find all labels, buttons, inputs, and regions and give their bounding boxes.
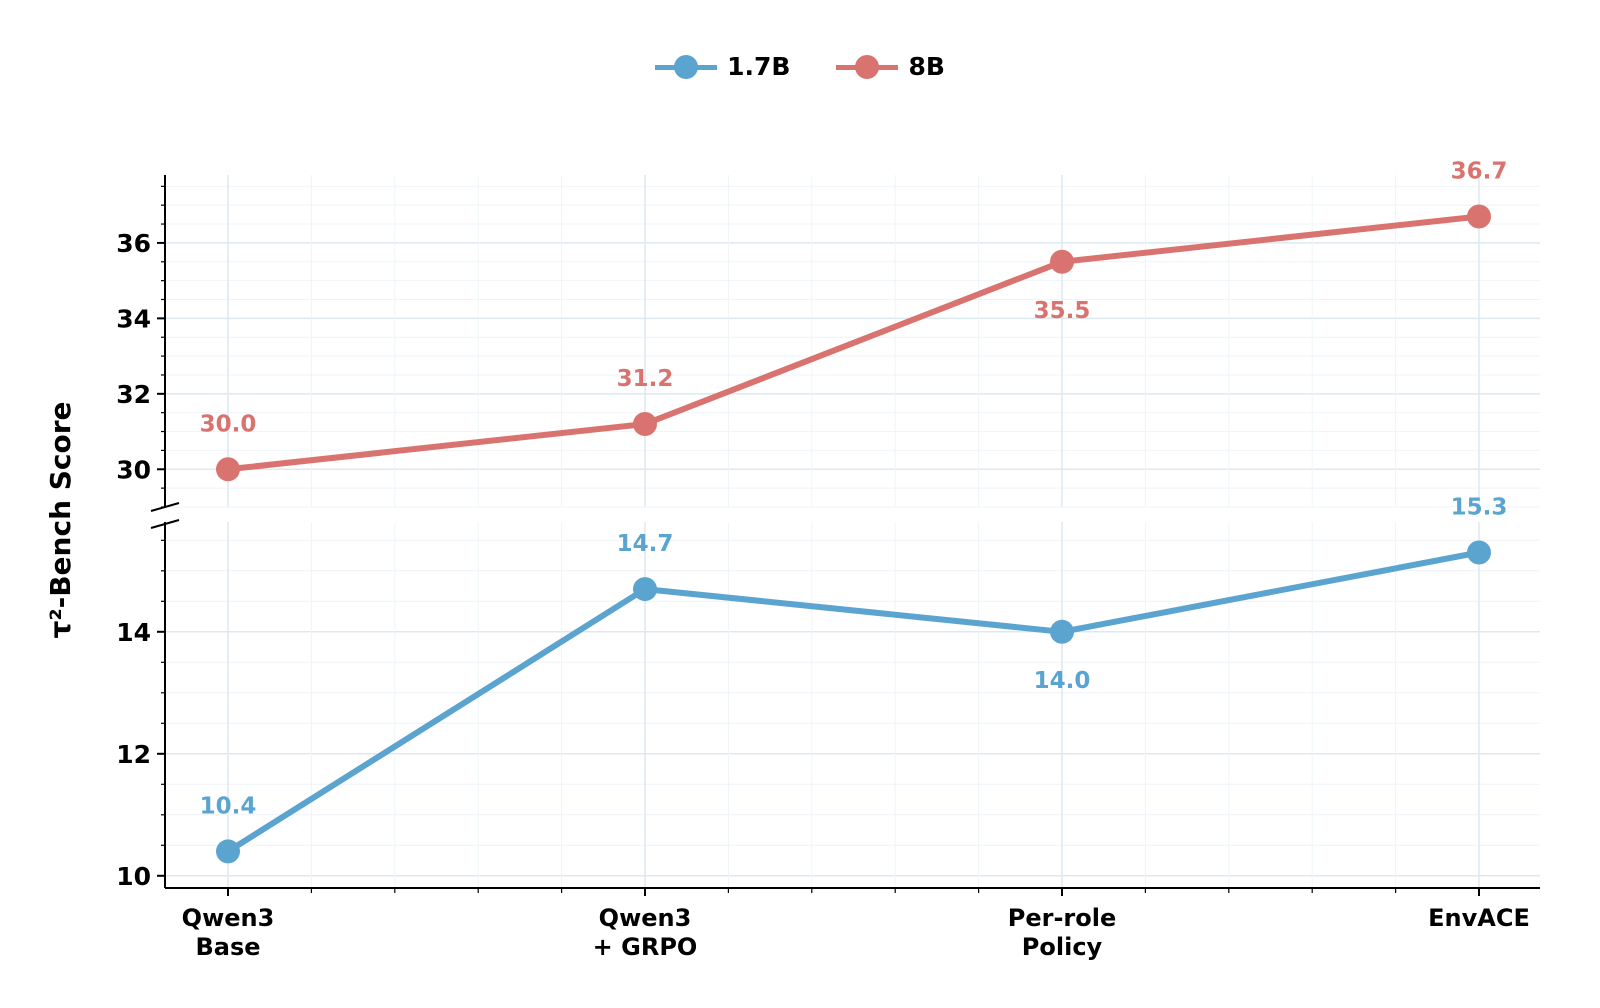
y-tick-label: 34 (116, 304, 151, 333)
data-point (1050, 249, 1074, 274)
data-label: 35.5 (1034, 298, 1091, 324)
legend: 1.7B 8B (0, 52, 1600, 81)
data-label: 14.7 (617, 531, 674, 557)
legend-label-8b: 8B (908, 52, 945, 81)
data-point (633, 412, 657, 436)
series-line-8B (227, 213, 1480, 473)
data-point (216, 457, 240, 482)
x-tick-label: Base (195, 933, 260, 961)
data-point (216, 839, 240, 864)
legend-marker-8b (836, 54, 899, 79)
y-tick-label: 36 (116, 229, 151, 258)
data-label: 30.0 (200, 411, 257, 437)
data-point (1467, 540, 1491, 565)
y-tick-label: 14 (116, 618, 151, 647)
legend-item-1-7b[interactable]: 1.7B (655, 52, 790, 81)
data-label: 15.3 (1451, 495, 1508, 521)
x-tick-label: Qwen3 (182, 904, 275, 932)
y-tick-label: 30 (116, 455, 151, 484)
x-tick-label: EnvACE (1428, 904, 1530, 932)
data-label: 31.2 (617, 366, 674, 392)
y-tick-label: 10 (116, 862, 151, 891)
x-tick-label: Per-role (1008, 904, 1117, 932)
data-label: 10.4 (200, 793, 257, 819)
series-line-1.7B (226, 549, 1480, 854)
legend-label-1-7b: 1.7B (727, 52, 791, 81)
y-axis-label: τ²-Bench Score (44, 401, 77, 638)
data-point (1467, 204, 1491, 229)
data-label: 36.7 (1451, 159, 1508, 185)
data-point (1050, 619, 1074, 644)
axis-break-mark (150, 519, 180, 529)
y-tick-label: 12 (116, 740, 151, 769)
y-tick-label: 32 (116, 380, 151, 409)
data-label: 14.0 (1034, 668, 1091, 694)
x-tick-label: Policy (1022, 933, 1103, 961)
x-tick-label: + GRPO (593, 933, 698, 961)
legend-marker-1-7b (655, 54, 718, 79)
x-tick-label: Qwen3 (599, 904, 692, 932)
data-point (633, 577, 657, 602)
legend-item-8b[interactable]: 8B (836, 52, 945, 81)
